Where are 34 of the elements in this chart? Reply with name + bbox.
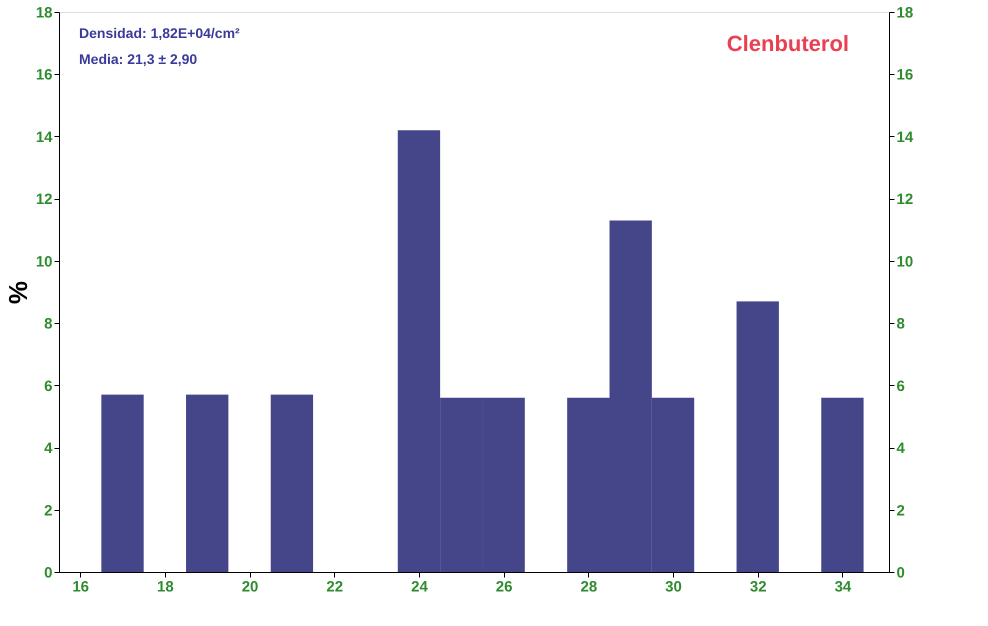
y2-tick-label: 18 <box>896 4 914 22</box>
x-tick-label: 24 <box>411 578 428 596</box>
x-tick-label: 32 <box>750 578 767 596</box>
y-tick-label: 10 <box>36 253 52 270</box>
y-tick-label: 6 <box>44 378 52 395</box>
y-tick-label: 16 <box>36 66 52 84</box>
x-tick-label: 20 <box>242 578 258 596</box>
y-axis-title: % <box>2 280 33 304</box>
y-tick-label: 4 <box>44 440 54 458</box>
y2-tick-label: 0 <box>896 564 905 582</box>
x-tick-label: 28 <box>580 578 598 596</box>
y-tick-label: 2 <box>44 502 52 520</box>
annotation: Densidad: 1,82E+04/cm² <box>79 25 240 41</box>
y2-tick-label: 2 <box>896 502 905 520</box>
y2-tick-label: 4 <box>896 440 906 458</box>
y-tick-label: 8 <box>44 316 52 333</box>
y2-tick-label: 16 <box>896 66 914 84</box>
x-tick-label: 26 <box>496 578 512 596</box>
y-tick-label: 14 <box>36 128 54 146</box>
y-tick-label: 18 <box>36 4 52 22</box>
x-tick-label: 18 <box>157 578 174 596</box>
annotation: Clenbuterol <box>726 31 849 56</box>
y2-tick-label: 10 <box>896 253 914 270</box>
x-tick-label: 22 <box>326 578 344 596</box>
y2-tick-label: 14 <box>896 128 914 146</box>
y2-tick-label: 6 <box>896 378 905 395</box>
x-tick-label: 16 <box>72 578 90 596</box>
y-tick-label: 12 <box>36 191 52 208</box>
x-tick-label: 30 <box>665 578 682 596</box>
annotation: Media: 21,3 ± 2,90 <box>79 51 198 67</box>
y-tick-label: 0 <box>44 564 52 582</box>
y2-tick-label: 8 <box>896 316 905 333</box>
y2-tick-label: 12 <box>896 191 914 208</box>
x-tick-label: 34 <box>834 578 852 596</box>
